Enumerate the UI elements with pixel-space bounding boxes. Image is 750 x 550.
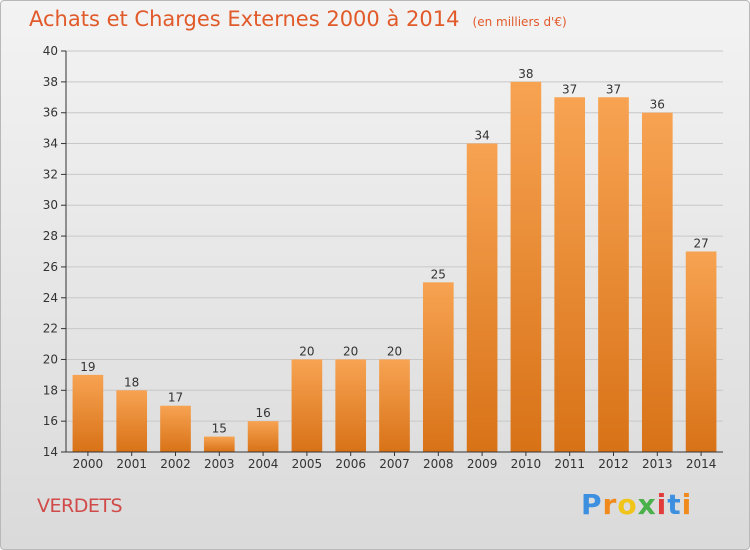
y-tick-label: 22	[43, 322, 58, 336]
data-label: 27	[693, 237, 708, 251]
y-tick-label: 14	[43, 445, 58, 459]
x-tick-label: 2011	[554, 457, 585, 471]
x-tick-label: 2014	[686, 457, 717, 471]
data-label: 34	[474, 129, 489, 143]
logo-letter: P	[581, 488, 603, 521]
data-label: 37	[562, 82, 577, 96]
place-name: VERDETS	[37, 495, 123, 517]
logo-letter: x	[637, 488, 657, 521]
x-tick-label: 2000	[73, 457, 104, 471]
x-tick-label: 2004	[248, 457, 279, 471]
logo-letter: t	[667, 488, 682, 521]
bar	[641, 112, 673, 452]
logo-letter: o	[617, 488, 638, 521]
data-label: 20	[387, 344, 402, 358]
bar	[335, 359, 367, 452]
y-tick-label: 24	[43, 291, 58, 305]
x-tick-label: 2009	[467, 457, 498, 471]
y-tick-label: 36	[43, 106, 58, 120]
x-tick-label: 2008	[423, 457, 454, 471]
y-tick-label: 38	[43, 75, 58, 89]
bar	[116, 390, 148, 452]
x-tick-label: 2006	[335, 457, 366, 471]
bar	[291, 359, 323, 452]
bar	[247, 421, 279, 452]
bar	[685, 251, 717, 452]
bar	[598, 97, 629, 453]
labels: 14 16 18 20 22 24 26 28 30 32 34 36 38 40 19 2000 18 2001…	[43, 44, 717, 471]
data-label: 15	[212, 422, 227, 436]
bars	[72, 81, 717, 453]
y-tick-label: 16	[43, 414, 58, 428]
data-label: 36	[650, 98, 665, 112]
data-label: 19	[80, 360, 95, 374]
x-tick-label: 2010	[511, 457, 542, 471]
y-tick-label: 18	[43, 383, 58, 397]
chart-title: Achats et Charges Externes 2000 à 2014	[29, 7, 460, 31]
x-tick-label: 2003	[204, 457, 235, 471]
data-label: 16	[255, 406, 270, 420]
bar	[203, 436, 235, 452]
bar	[379, 359, 410, 452]
x-tick-label: 2002	[160, 457, 191, 471]
y-tick-label: 40	[43, 44, 58, 58]
y-tick-label: 26	[43, 260, 58, 274]
title-row: Achats et Charges Externes 2000 à 2014 (…	[29, 7, 567, 31]
x-tick-label: 2005	[292, 457, 323, 471]
bar	[160, 405, 191, 452]
axes	[61, 50, 723, 456]
chart-subtitle: (en milliers d'€)	[472, 15, 567, 29]
y-tick-label: 32	[43, 167, 58, 181]
data-label: 25	[431, 267, 446, 281]
x-tick-label: 2012	[598, 457, 629, 471]
bar	[72, 374, 104, 452]
y-tick-label: 30	[43, 198, 58, 212]
bar	[466, 143, 498, 453]
data-label: 37	[606, 82, 621, 96]
y-tick-label: 20	[43, 352, 58, 366]
logo-letter: r	[602, 488, 618, 521]
proxiti-logo: Proxiti	[581, 488, 692, 521]
logo-letter: i	[681, 488, 693, 521]
x-tick-label: 2001	[116, 457, 147, 471]
y-tick-label: 34	[43, 137, 58, 151]
x-tick-label: 2007	[379, 457, 410, 471]
logo-letter: i	[656, 488, 668, 521]
x-tick-label: 2013	[642, 457, 673, 471]
data-label: 20	[343, 344, 358, 358]
data-label: 20	[299, 344, 314, 358]
bar	[510, 81, 542, 452]
bar	[422, 282, 454, 452]
y-tick-label: 28	[43, 229, 58, 243]
bar	[554, 97, 586, 453]
data-label: 38	[518, 67, 533, 81]
data-label: 17	[168, 391, 183, 405]
data-label: 18	[124, 375, 139, 389]
